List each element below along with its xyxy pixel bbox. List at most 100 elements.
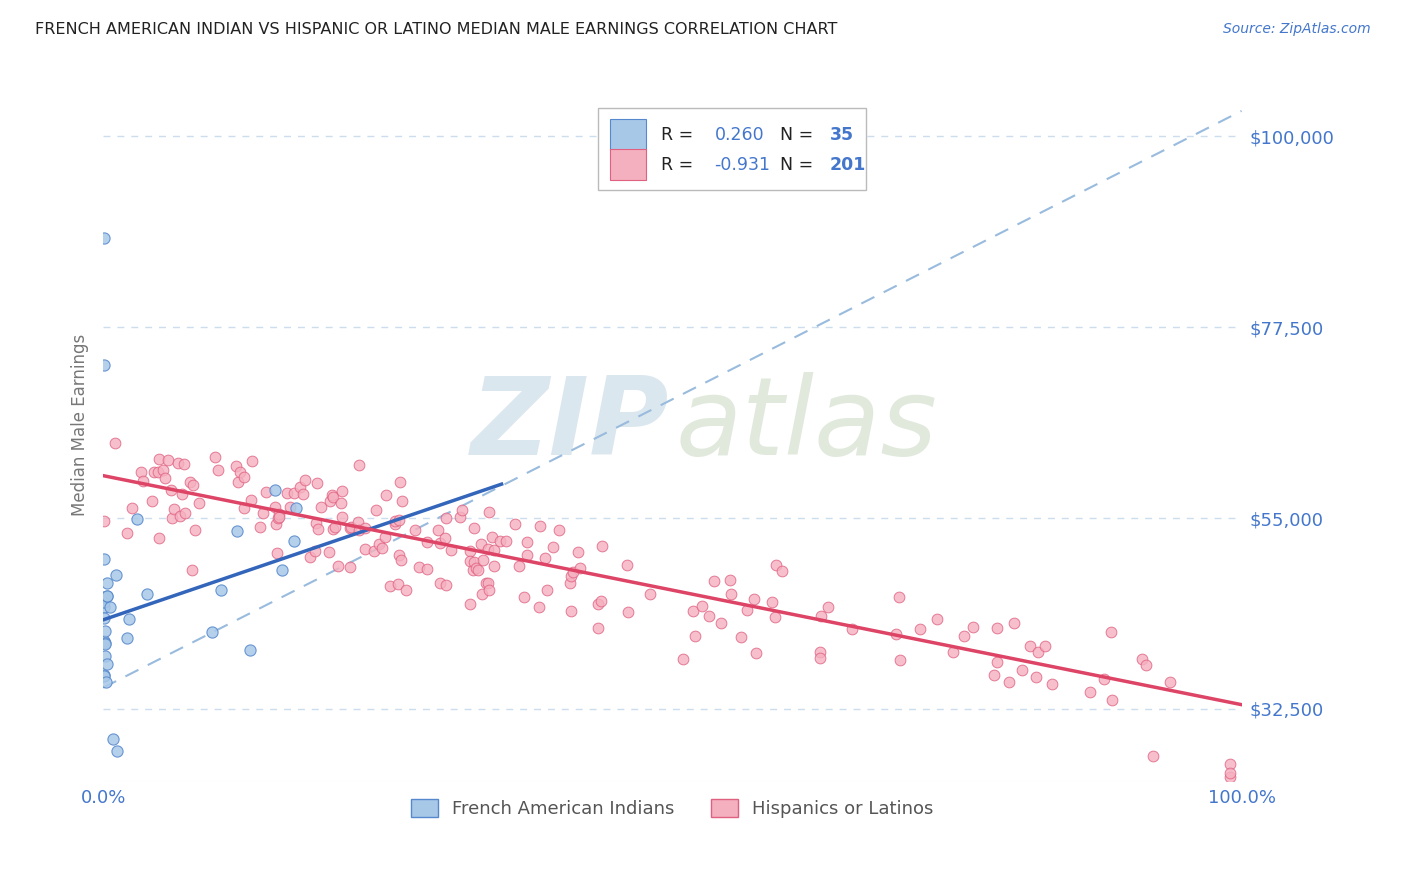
Point <box>384 514 406 528</box>
Point <box>808 651 831 665</box>
Point <box>489 534 512 549</box>
Point <box>148 531 170 545</box>
Point <box>1132 652 1154 666</box>
Point <box>434 578 457 592</box>
Point <box>416 535 439 549</box>
Point <box>770 564 793 578</box>
Point <box>94 637 117 651</box>
Point <box>181 478 204 492</box>
Point <box>280 500 302 514</box>
Point <box>96 576 118 591</box>
Point <box>562 566 585 580</box>
Point <box>983 668 1005 682</box>
Point <box>1219 770 1241 784</box>
Point <box>179 475 201 489</box>
Point <box>131 465 153 479</box>
Point <box>354 541 377 556</box>
Point <box>886 626 908 640</box>
Point <box>118 612 141 626</box>
Point <box>477 576 499 591</box>
Point <box>387 577 409 591</box>
Point <box>471 587 494 601</box>
Point <box>307 475 329 490</box>
Point <box>96 589 118 603</box>
Point <box>339 519 361 533</box>
Point <box>288 479 311 493</box>
Point <box>93 668 115 682</box>
Point <box>93 591 115 605</box>
Point <box>1101 693 1123 707</box>
Text: FRENCH AMERICAN INDIAN VS HISPANIC OR LATINO MEDIAN MALE EARNINGS CORRELATION CH: FRENCH AMERICAN INDIAN VS HISPANIC OR LA… <box>35 22 838 37</box>
Point <box>477 542 499 557</box>
Point <box>567 545 589 559</box>
Point <box>927 612 949 626</box>
Point <box>1025 670 1047 684</box>
Point <box>141 493 163 508</box>
Point <box>463 521 485 535</box>
Point <box>1011 663 1033 677</box>
Point <box>730 630 752 644</box>
Point <box>93 611 115 625</box>
Point <box>718 573 741 587</box>
Point <box>690 599 713 614</box>
Point <box>953 630 976 644</box>
Point <box>159 483 181 497</box>
Point <box>363 544 385 558</box>
Point <box>368 537 391 551</box>
Point <box>166 456 188 470</box>
Point <box>841 622 863 636</box>
Point <box>416 562 439 576</box>
Point <box>697 609 720 624</box>
Point <box>482 558 505 573</box>
Point <box>318 494 340 508</box>
Point <box>322 490 344 504</box>
Point <box>339 521 361 535</box>
Point <box>463 555 485 569</box>
Point <box>252 506 274 520</box>
Point <box>683 629 706 643</box>
Point <box>495 534 517 549</box>
Point <box>765 558 787 573</box>
Point <box>225 524 247 538</box>
Point <box>311 500 333 515</box>
Point <box>761 595 783 609</box>
Point <box>347 523 370 537</box>
Text: -0.931: -0.931 <box>714 156 770 174</box>
Point <box>388 513 411 527</box>
Point <box>136 587 159 601</box>
Point <box>1002 615 1025 630</box>
Point <box>94 624 117 639</box>
Point <box>482 542 505 557</box>
FancyBboxPatch shape <box>610 120 647 151</box>
Point <box>429 576 451 591</box>
Point <box>204 450 226 464</box>
Point <box>93 595 115 609</box>
Point <box>508 558 530 573</box>
Y-axis label: Median Male Earnings: Median Male Earnings <box>72 334 89 516</box>
Point <box>322 523 344 537</box>
Point <box>529 519 551 533</box>
Point <box>591 539 613 553</box>
Text: N =: N = <box>780 126 820 144</box>
Point <box>536 583 558 598</box>
Point <box>638 587 661 601</box>
Point <box>93 552 115 566</box>
Point <box>481 530 503 544</box>
Point <box>1092 672 1115 686</box>
Text: R =: R = <box>661 126 699 144</box>
Point <box>347 458 370 472</box>
Point <box>173 458 195 472</box>
Point <box>294 474 316 488</box>
Point <box>408 560 430 574</box>
Point <box>267 510 290 524</box>
Point <box>1040 676 1063 690</box>
Point <box>478 583 501 598</box>
Point <box>702 574 724 589</box>
Point <box>240 453 263 467</box>
Point <box>249 520 271 534</box>
Point <box>1026 645 1049 659</box>
Text: 35: 35 <box>830 126 853 144</box>
Point <box>104 568 127 582</box>
FancyBboxPatch shape <box>599 108 866 190</box>
Point <box>682 604 704 618</box>
